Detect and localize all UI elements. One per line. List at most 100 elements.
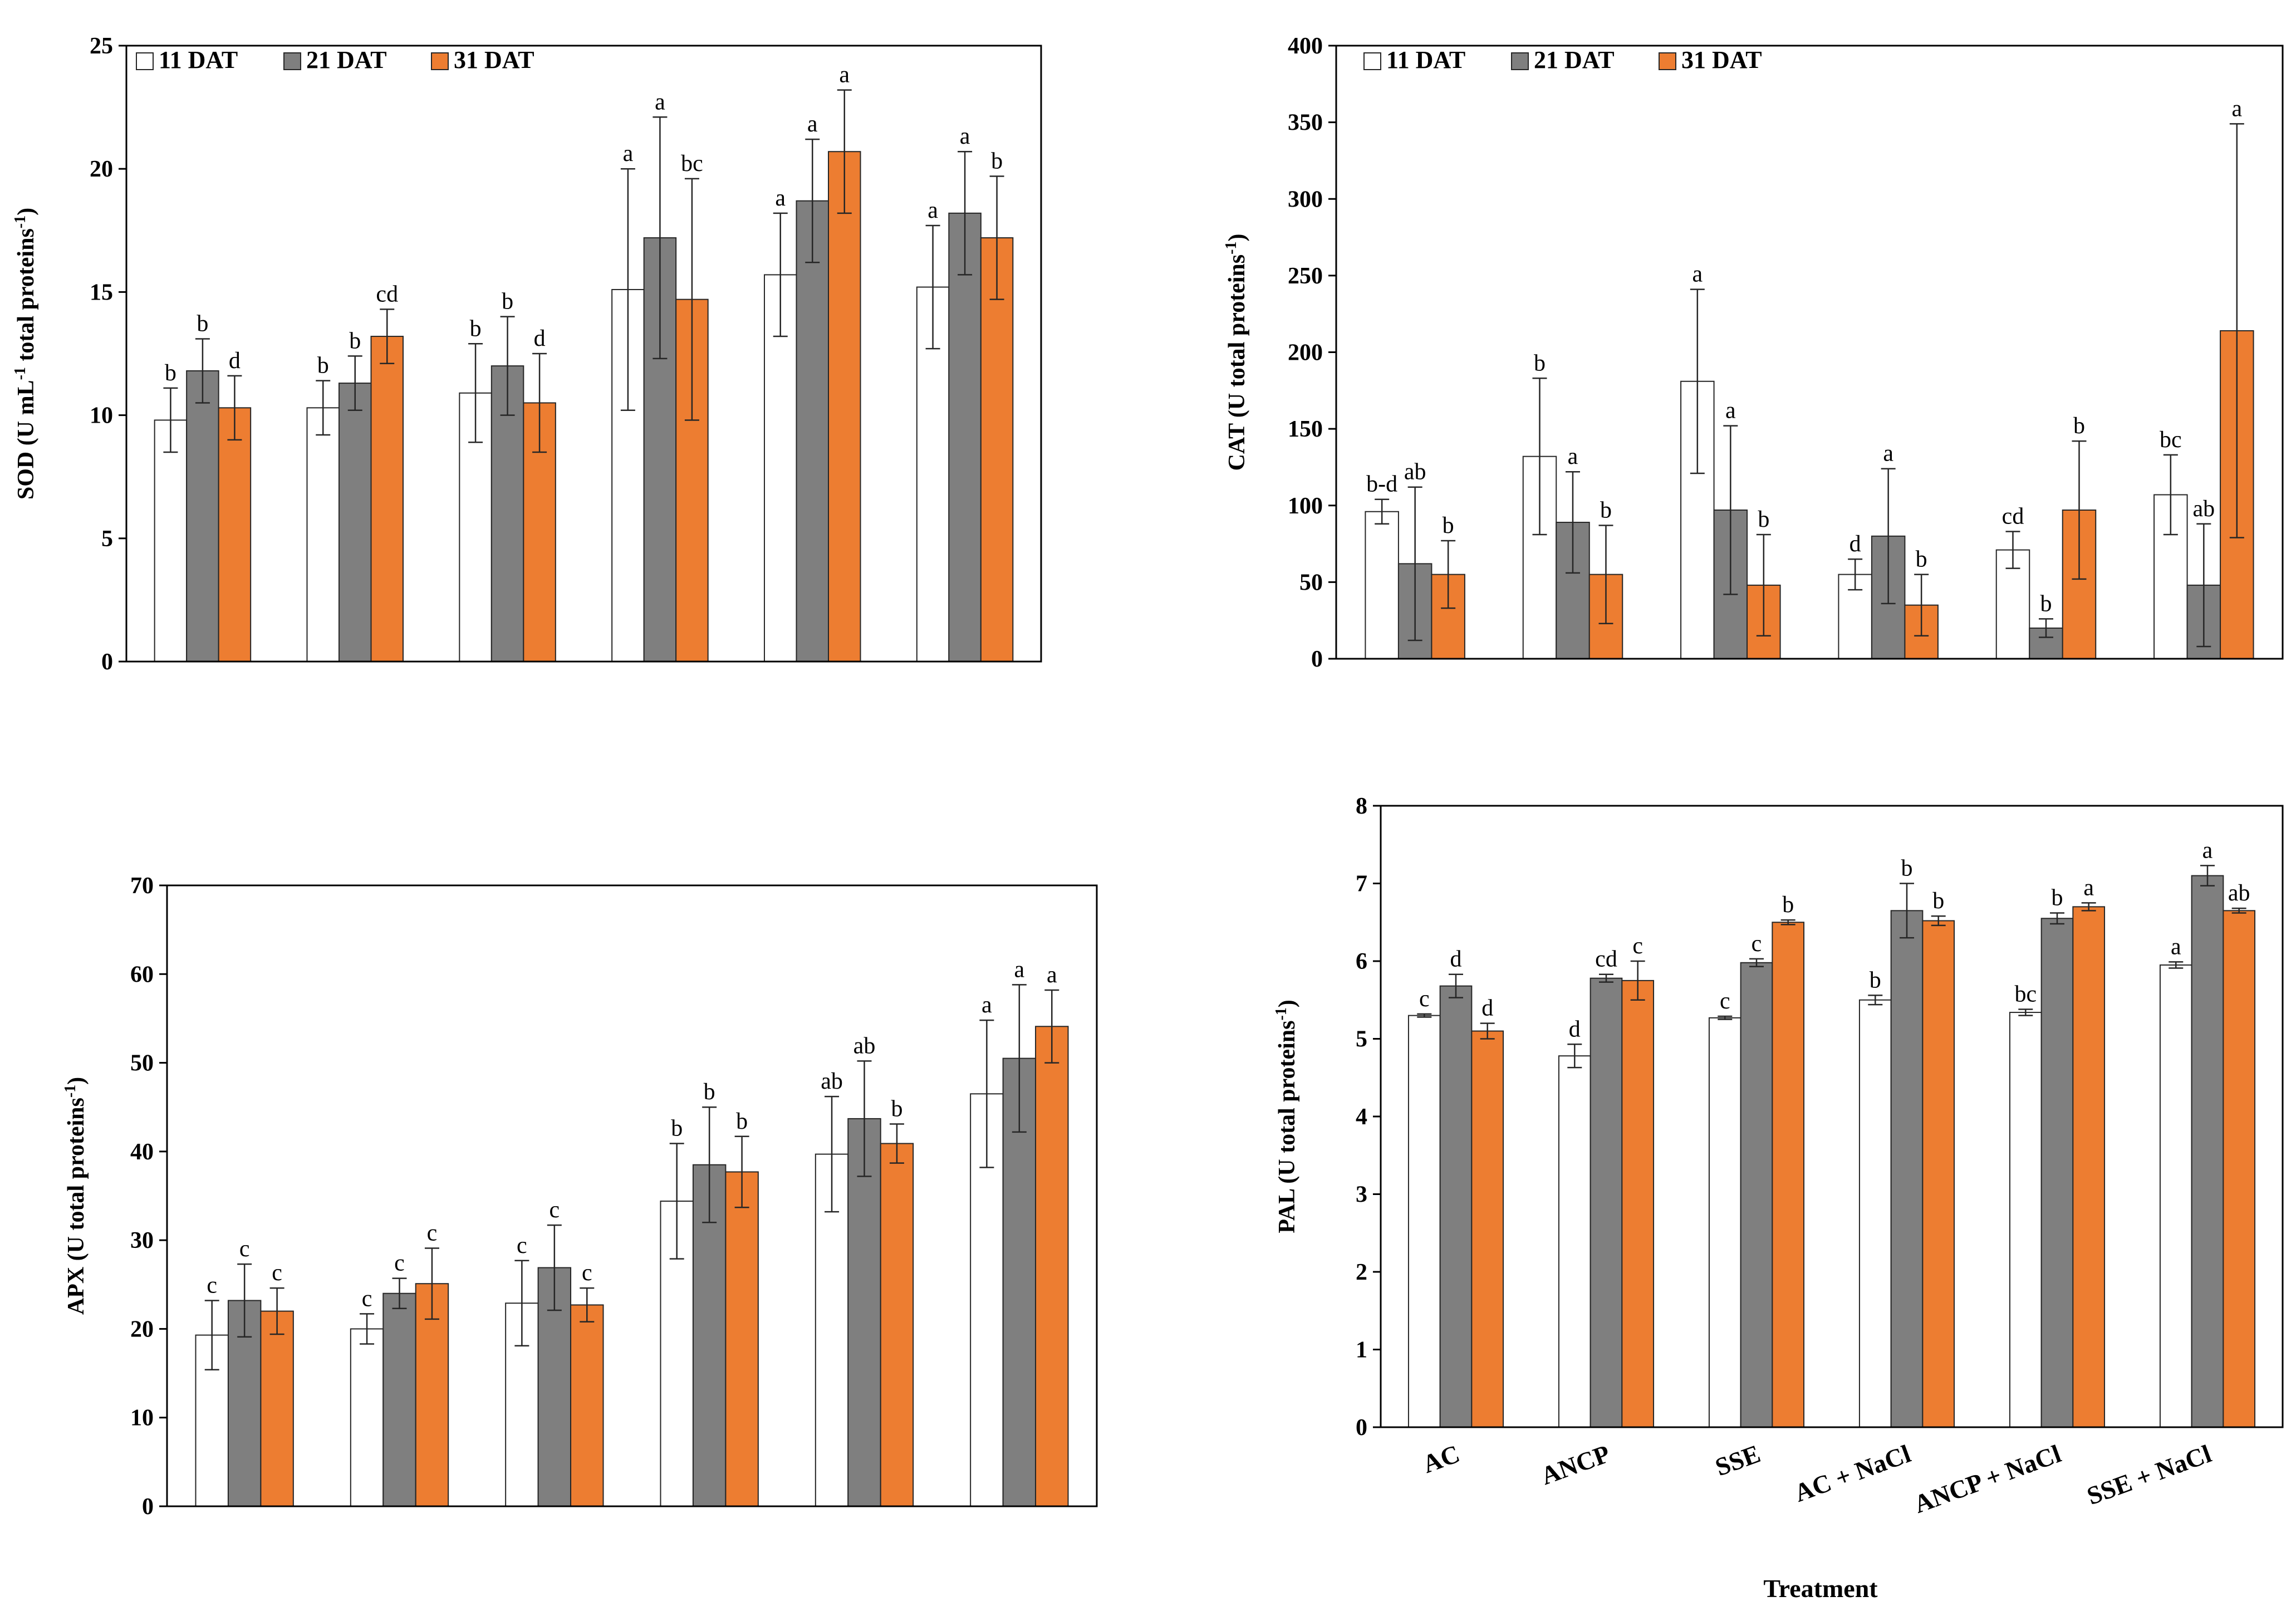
sod-sig-letter-s21-5: a <box>960 124 970 149</box>
apx-bar-s31-3 <box>725 1171 759 1507</box>
sod-sig-letter-s31-4: a <box>839 62 850 88</box>
cat-ytick-label-3: 150 <box>1288 417 1323 442</box>
sod-ytick-label-1: 5 <box>101 526 113 552</box>
pal-bar-s11-1 <box>1558 1055 1591 1428</box>
y-label-superscript: -1 <box>1223 242 1240 254</box>
pal-bar-s21-3 <box>1890 910 1924 1428</box>
y-label-text: ) <box>1224 234 1250 242</box>
cat-bar-s11-0 <box>1365 511 1399 659</box>
pal-bar-s31-3 <box>1922 920 1955 1428</box>
apx-bar-s31-1 <box>415 1283 449 1507</box>
y-label-text: SOD (U mL <box>13 380 39 499</box>
cat-sig-letter-s11-3: d <box>1849 531 1861 557</box>
apx-sig-letter-s31-0: c <box>272 1260 282 1286</box>
sod-bar-s31-0 <box>218 407 252 662</box>
pal-sig-letter-s11-5: a <box>2171 934 2181 959</box>
pal-sig-letter-s21-1: cd <box>1595 947 1617 972</box>
cat-sig-letter-s31-0: b <box>1443 513 1454 538</box>
pal-category-label-1: ANCP <box>1537 1439 1614 1490</box>
sod-sig-letter-s31-0: d <box>229 348 241 374</box>
sod-bar-s11-0 <box>154 419 188 662</box>
pal-bar-s31-4 <box>2072 906 2106 1428</box>
sod-sig-letter-s21-2: b <box>502 289 513 315</box>
cat-ytick-label-7: 350 <box>1288 110 1323 136</box>
apx-ytick-label-3: 30 <box>130 1228 154 1253</box>
sod-bar-s21-0 <box>186 370 219 662</box>
sod-bar-s11-1 <box>306 407 340 662</box>
y-label-text: total proteins <box>13 228 39 367</box>
sod-bar-s31-1 <box>370 336 404 662</box>
cat-sig-letter-s31-3: b <box>1916 547 1927 572</box>
apx-ytick-label-6: 60 <box>130 962 154 987</box>
cat-ytick-label-5: 250 <box>1288 263 1323 289</box>
pal-bar-s11-5 <box>2159 964 2192 1428</box>
pal-sig-letter-s31-3: b <box>1932 888 1944 914</box>
sod-sig-letter-s31-1: cd <box>376 281 398 307</box>
sod-sig-letter-s21-1: b <box>349 328 361 354</box>
sod-sig-letter-s11-3: a <box>623 141 634 166</box>
cat-sig-letter-s31-5: a <box>2232 96 2243 121</box>
apx-ytick-label-2: 20 <box>130 1316 154 1342</box>
apx-sig-letter-s21-0: c <box>239 1236 250 1262</box>
sod-legend-swatch-s31 <box>431 52 449 70</box>
sod-sig-letter-s21-3: a <box>655 89 665 115</box>
sod-sig-letter-s21-4: a <box>807 111 818 137</box>
sod-bar-s21-5 <box>948 212 982 663</box>
pal-ytick-label-5: 5 <box>1356 1027 1367 1052</box>
cat-sig-letter-s11-1: b <box>1534 350 1546 376</box>
cat-legend-swatch-s31 <box>1659 52 1676 70</box>
apx-bar-s31-5 <box>1035 1026 1069 1507</box>
cat-sig-letter-s11-4: cd <box>2002 504 2024 530</box>
cat-sig-letter-s31-4: b <box>2073 413 2085 439</box>
apx-sig-letter-s31-4: b <box>891 1096 902 1122</box>
cat-sig-letter-s31-1: b <box>1600 498 1612 523</box>
pal-ytick-label-7: 7 <box>1356 871 1367 897</box>
apx-bar-s31-0 <box>260 1310 294 1507</box>
cat-legend-swatch-s21 <box>1511 52 1529 70</box>
sod-bar-s11-5 <box>916 286 950 662</box>
apx-sig-letter-s11-3: b <box>671 1116 683 1142</box>
cat-sig-letter-s11-5: bc <box>2160 427 2182 453</box>
sod-sig-letter-s31-2: d <box>534 326 546 351</box>
cat-sig-letter-s31-2: b <box>1758 507 1769 532</box>
apx-ytick-label-7: 70 <box>130 873 154 899</box>
apx-sig-letter-s31-2: c <box>582 1260 592 1286</box>
y-label-superscript: -1 <box>1273 1007 1290 1020</box>
apx-sig-letter-s21-3: b <box>704 1079 715 1105</box>
apx-ytick-label-1: 10 <box>130 1405 154 1431</box>
sod-bar-s31-4 <box>828 151 861 662</box>
sod-bar-s21-1 <box>338 383 372 662</box>
pal-sig-letter-s21-5: a <box>2202 838 2213 863</box>
apx-bar-s21-1 <box>382 1292 416 1507</box>
cat-sig-letter-s11-0: b-d <box>1366 472 1397 497</box>
y-label-text: ) <box>13 208 39 216</box>
pal-bar-s11-2 <box>1708 1017 1741 1428</box>
pal-sig-letter-s31-0: d <box>1481 996 1493 1021</box>
pal-bar-s31-1 <box>1621 980 1655 1428</box>
apx-bar-s11-1 <box>350 1328 384 1507</box>
pal-sig-letter-s11-2: c <box>1720 988 1730 1014</box>
apx-ytick-label-5: 50 <box>130 1051 154 1076</box>
apx-sig-letter-s11-5: a <box>982 992 992 1018</box>
sod-sig-letter-s11-1: b <box>317 353 329 379</box>
y-label-text: APX (U total proteins <box>63 1098 89 1315</box>
apx-sig-letter-s11-2: c <box>517 1233 527 1258</box>
sod-sig-letter-s21-0: b <box>197 311 208 336</box>
apx-bar-s31-2 <box>570 1304 604 1507</box>
y-label-superscript: -1 <box>62 1085 79 1098</box>
cat-sig-letter-s21-3: a <box>1883 441 1893 467</box>
apx-sig-letter-s11-0: c <box>207 1272 217 1298</box>
cat-sig-letter-s21-0: ab <box>1404 459 1426 485</box>
pal-plot-frame <box>1380 805 2284 1428</box>
cat-legend-label-s11: 11 DAT <box>1386 46 1465 74</box>
apx-sig-letter-s11-1: c <box>362 1286 372 1311</box>
cat-sig-letter-s21-2: a <box>1725 398 1736 424</box>
pal-category-label-2: SSE <box>1711 1439 1764 1481</box>
sod-sig-letter-s11-2: b <box>470 316 482 341</box>
cat-sig-letter-s21-5: ab <box>2193 496 2215 522</box>
cat-plot-frame <box>1335 45 2284 660</box>
sod-legend-label-s11: 11 DAT <box>159 46 238 74</box>
pal-sig-letter-s21-2: c <box>1752 931 1762 957</box>
pal-sig-letter-s31-2: b <box>1782 892 1794 918</box>
